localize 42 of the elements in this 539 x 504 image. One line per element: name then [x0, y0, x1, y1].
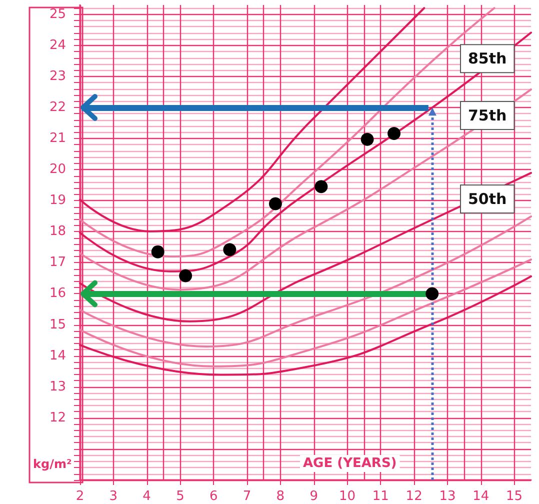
x-tick-label: 12	[406, 489, 422, 504]
x-tick-label: 4	[142, 489, 151, 504]
x-tick-label: 14	[472, 489, 490, 504]
x-tick-label: 6	[209, 489, 218, 504]
point	[223, 243, 236, 256]
y-tick-label: 12	[49, 410, 66, 426]
line-series	[79, 7, 426, 232]
y-tick-label: 24	[49, 38, 66, 53]
y-axis-title: kg/m²	[33, 457, 72, 471]
x-tick-label: 9	[310, 489, 318, 504]
y-tick-label: 17	[49, 255, 66, 270]
series-label: 85th	[468, 50, 507, 68]
point	[314, 180, 328, 194]
x-tick-label: 5	[176, 489, 184, 504]
y-tick-label: 19	[49, 193, 66, 208]
y-tick-label: 15	[49, 317, 66, 332]
x-tick-label: 3	[109, 489, 118, 504]
x-tick-label: 10	[338, 489, 356, 504]
x-tick-label: 2	[76, 489, 84, 504]
y-tick-label: 22	[49, 100, 66, 115]
x-tick-label: 11	[372, 489, 389, 504]
point	[268, 197, 282, 210]
x-tick-label: 13	[439, 489, 456, 504]
y-tick-label: 25	[49, 6, 66, 22]
point	[426, 287, 439, 300]
point	[179, 269, 192, 282]
y-tick-label: 16	[49, 286, 66, 302]
y-tick-label: 20	[49, 162, 66, 178]
y-tick-label: 23	[49, 68, 66, 84]
series-label: 50th	[468, 190, 507, 208]
y-tick-label: 14	[49, 348, 66, 364]
point	[360, 132, 374, 146]
x-tick-label: 7	[242, 489, 252, 504]
y-tick-label: 21	[49, 130, 66, 146]
x-axis-title: AGE (YEARS)	[303, 456, 397, 471]
x-tick-label: 8	[276, 489, 285, 504]
x-tick-label: 15	[506, 489, 523, 504]
y-tick-label: 18	[49, 224, 66, 240]
series-label: 75th	[468, 106, 507, 124]
point	[151, 245, 164, 258]
point	[388, 127, 401, 140]
y-tick-label: 13	[49, 379, 66, 394]
